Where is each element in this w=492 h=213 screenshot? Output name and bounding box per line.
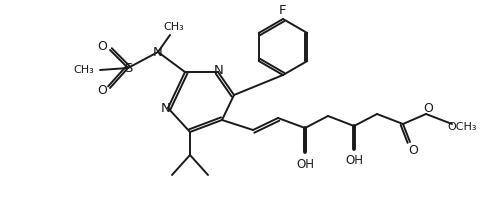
Text: N: N <box>153 46 163 59</box>
Text: N: N <box>161 102 171 115</box>
Text: O: O <box>97 85 107 98</box>
Text: N: N <box>214 65 224 78</box>
Text: OH: OH <box>345 154 363 167</box>
Text: F: F <box>279 3 287 16</box>
Text: O: O <box>423 102 433 115</box>
Text: O: O <box>408 144 418 157</box>
Text: O: O <box>97 40 107 53</box>
Text: OCH₃: OCH₃ <box>447 122 477 132</box>
Text: CH₃: CH₃ <box>164 22 184 32</box>
Text: CH₃: CH₃ <box>74 65 94 75</box>
Text: OH: OH <box>296 157 314 170</box>
Text: S: S <box>124 62 132 75</box>
